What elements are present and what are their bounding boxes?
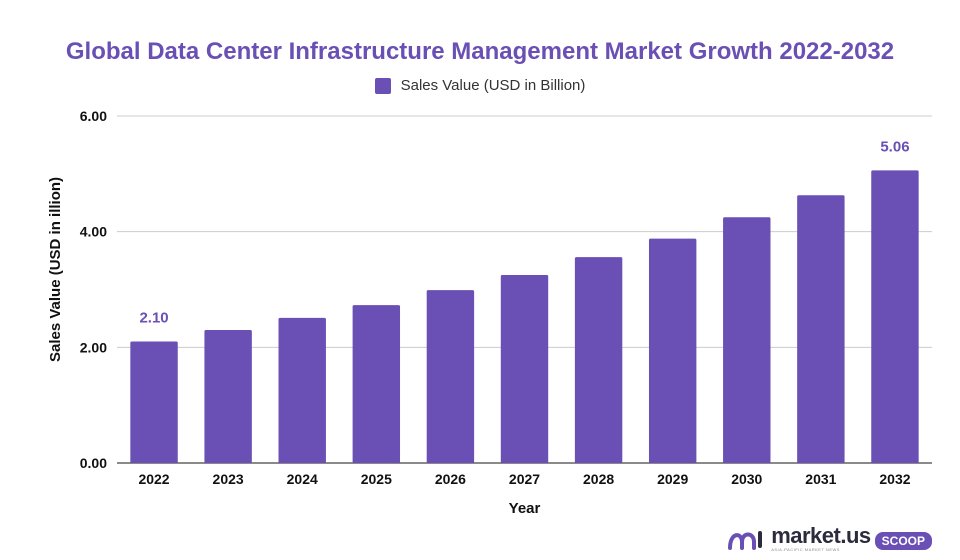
bar xyxy=(278,317,326,463)
x-tick-label: 2025 xyxy=(361,471,392,487)
x-tick-label: 2023 xyxy=(213,471,244,487)
y-axis-title: Sales Value (USD in illion) xyxy=(47,177,64,362)
market-us-logo-icon xyxy=(728,530,763,550)
x-tick-label: 2028 xyxy=(583,471,614,487)
bar xyxy=(797,195,845,463)
x-tick-label: 2027 xyxy=(509,471,540,487)
x-tick-label: 2026 xyxy=(435,471,466,487)
legend-swatch xyxy=(374,77,391,94)
logo-tagline: ASIA-PACIFIC MARKET NEWS xyxy=(771,547,840,552)
bar xyxy=(574,257,623,463)
x-tick-label: 2031 xyxy=(805,471,836,487)
chart-title: Global Data Center Infrastructure Manage… xyxy=(65,38,895,65)
x-tick-label: 2030 xyxy=(731,471,762,487)
logo-text: market.us xyxy=(771,523,871,548)
x-tick-label: 2022 xyxy=(138,471,169,487)
bar xyxy=(723,217,771,463)
legend-label: Sales Value (USD in Billion) xyxy=(400,77,586,94)
x-tick-label: 2024 xyxy=(287,471,318,487)
bar xyxy=(648,238,697,463)
bar xyxy=(352,305,401,463)
y-tick-label: 2.00 xyxy=(80,339,107,355)
bar xyxy=(500,275,549,463)
bar xyxy=(204,329,252,463)
x-tick-label: 2029 xyxy=(657,471,688,487)
y-tick-label: 0.00 xyxy=(80,455,107,471)
market-us-logo: market.us ASIA-PACIFIC MARKET NEWS SCOOP xyxy=(727,525,932,552)
legend: Sales Value (USD in Billion) xyxy=(0,77,960,94)
x-tick-label: 2032 xyxy=(879,471,910,487)
y-tick-label: 4.00 xyxy=(80,224,107,240)
data-label: 5.06 xyxy=(880,138,909,155)
data-label: 2.10 xyxy=(139,310,168,327)
bar xyxy=(130,341,178,463)
x-axis-title: Year xyxy=(509,500,541,517)
y-tick-label: 6.00 xyxy=(80,108,107,124)
logo-badge: SCOOP xyxy=(874,531,932,550)
bar xyxy=(871,170,919,463)
bar xyxy=(426,290,475,463)
